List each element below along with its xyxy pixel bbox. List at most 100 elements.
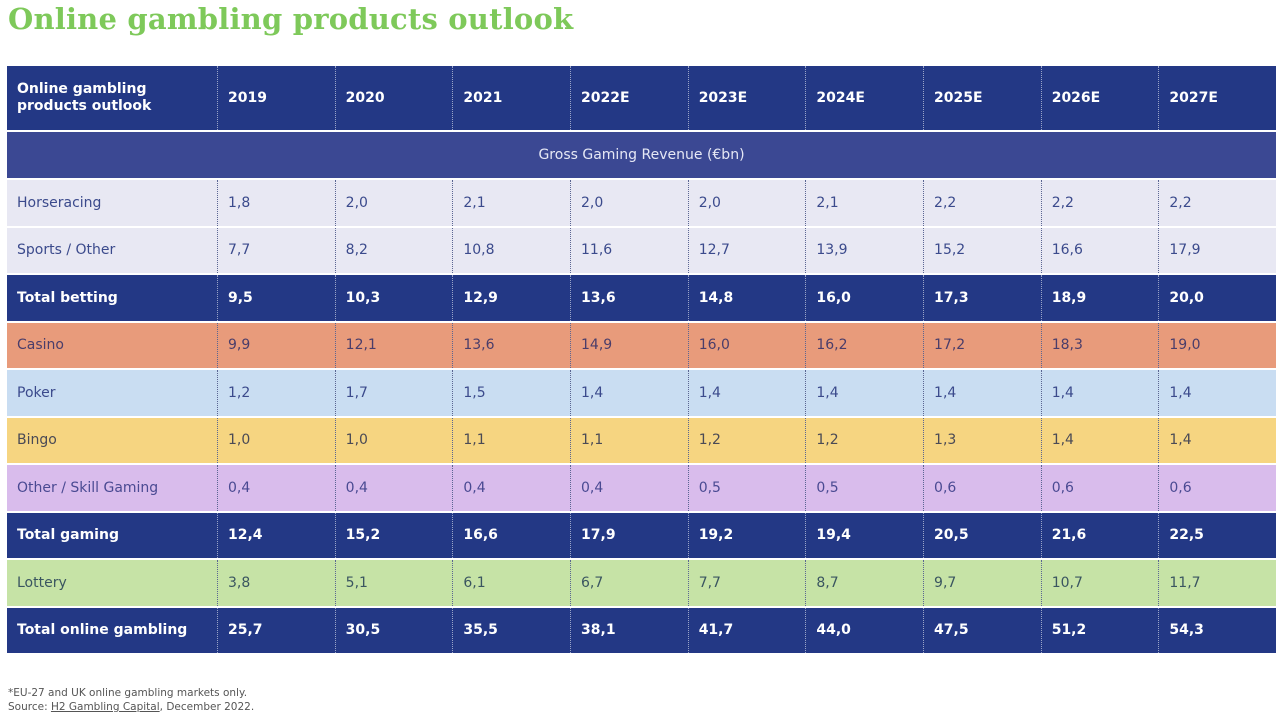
value-cell: 0,4 [570, 465, 688, 511]
value-cell: 17,9 [1158, 227, 1276, 273]
value-cell: 18,3 [1040, 322, 1159, 368]
value-cell: 0,5 [805, 465, 923, 511]
value-cell: 8,7 [805, 560, 923, 606]
table-row: Total online gambling 25,7 30,5 35,5 38,1 41,… [7, 607, 1276, 655]
value-cell: 12,7 [687, 227, 806, 273]
value-cell: 5,1 [334, 560, 453, 606]
header-label: Online gambling products outlook [17, 81, 152, 114]
value-cell: 0,5 [687, 465, 806, 511]
value-cell: 9,5 [217, 275, 335, 321]
value-cell: 20,0 [1158, 275, 1276, 321]
value-cell: 12,1 [334, 322, 453, 368]
value-cell: 19,2 [687, 512, 806, 558]
footnote-scope: *EU-27 and UK online gambling markets on… [8, 687, 248, 699]
row-label: Total online gambling [17, 622, 188, 639]
value-cell: 10,3 [334, 275, 453, 321]
value-cell: 2,2 [923, 180, 1041, 226]
value-cell: 22,5 [1158, 512, 1276, 558]
column-header: 2026E [1040, 66, 1159, 130]
value-cell: 1,4 [1158, 417, 1276, 463]
table-row: Horseracing 1,8 2,0 2,1 2,0 2,0 2,1 2,2 2,2 2,2 [7, 180, 1276, 228]
table-row: Total betting 9,5 10,3 12,9 13,6 14,8 16,0 17,3… [7, 275, 1276, 323]
value-cell: 18,9 [1040, 275, 1159, 321]
value-cell: 2,2 [1040, 180, 1159, 226]
value-cell: 16,6 [1040, 227, 1159, 273]
source-prefix: Source: [8, 701, 51, 713]
value-cell: 6,1 [452, 560, 570, 606]
value-cell: 21,6 [1040, 512, 1159, 558]
value-cell: 16,0 [805, 275, 923, 321]
value-cell: 14,8 [687, 275, 806, 321]
value-cell: 0,6 [1040, 465, 1159, 511]
value-cell: 0,6 [1158, 465, 1276, 511]
value-cell: 17,9 [570, 512, 688, 558]
value-cell: 19,4 [805, 512, 923, 558]
table-row: Bingo 1,0 1,0 1,1 1,1 1,2 1,2 1,3 1,4 1,4 [7, 417, 1276, 465]
value-cell: 15,2 [923, 227, 1041, 273]
value-cell: 10,8 [452, 227, 570, 273]
table-row: Lottery 3,8 5,1 6,1 6,7 7,7 8,7 9,7 10,7 11,7 [7, 560, 1276, 608]
value-cell: 12,9 [452, 275, 570, 321]
column-header: 2020 [334, 66, 453, 130]
value-cell: 2,1 [805, 180, 923, 226]
value-cell: 2,2 [1158, 180, 1276, 226]
value-cell: 2,0 [687, 180, 806, 226]
row-label: Horseracing [17, 194, 102, 211]
value-cell: 10,7 [1040, 560, 1159, 606]
value-cell: 13,6 [570, 275, 688, 321]
value-cell: 16,6 [452, 512, 570, 558]
value-cell: 19,0 [1158, 322, 1276, 368]
value-cell: 0,4 [334, 465, 453, 511]
row-label: Bingo [17, 432, 57, 449]
column-header: 2023E [687, 66, 806, 130]
value-cell: 9,9 [217, 322, 335, 368]
value-cell: 1,1 [570, 417, 688, 463]
value-cell: 1,7 [334, 370, 453, 416]
value-cell: 20,5 [923, 512, 1041, 558]
value-cell: 1,4 [1040, 417, 1159, 463]
value-cell: 25,7 [217, 607, 335, 653]
value-cell: 1,5 [452, 370, 570, 416]
table-row: Sports / Other 7,7 8,2 10,8 11,6 12,7 13,9 15,2… [7, 227, 1276, 275]
value-cell: 15,2 [334, 512, 453, 558]
value-cell: 17,3 [923, 275, 1041, 321]
value-cell: 12,4 [217, 512, 335, 558]
value-cell: 1,4 [805, 370, 923, 416]
column-header: 2021 [452, 66, 570, 130]
value-cell: 9,7 [923, 560, 1041, 606]
value-cell: 7,7 [687, 560, 806, 606]
column-header: 2019 [217, 66, 335, 130]
value-cell: 1,0 [334, 417, 453, 463]
value-cell: 11,7 [1158, 560, 1276, 606]
row-label: Casino [17, 337, 64, 354]
value-cell: 2,1 [452, 180, 570, 226]
value-cell: 1,0 [217, 417, 335, 463]
value-cell: 0,4 [217, 465, 335, 511]
value-cell: 2,0 [334, 180, 453, 226]
value-cell: 44,0 [805, 607, 923, 653]
value-cell: 1,2 [805, 417, 923, 463]
value-cell: 3,8 [217, 560, 335, 606]
value-cell: 1,4 [570, 370, 688, 416]
value-cell: 7,7 [217, 227, 335, 273]
source-suffix: , December 2022. [159, 701, 255, 713]
value-cell: 17,2 [923, 322, 1041, 368]
value-cell: 51,2 [1040, 607, 1159, 653]
table-row: Casino 9,9 12,1 13,6 14,9 16,0 16,2 17,2 18,3 19,… [7, 322, 1276, 370]
table-body: Horseracing 1,8 2,0 2,1 2,0 2,0 2,1 2,2 2,2 2,2 Sp… [7, 180, 1276, 655]
value-cell: 41,7 [687, 607, 806, 653]
value-cell: 0,4 [452, 465, 570, 511]
value-cell: 54,3 [1158, 607, 1276, 653]
footnote-source: Source: H2 Gambling Capital, December 20… [8, 700, 254, 714]
value-cell: 1,2 [687, 417, 806, 463]
page-title: Online gambling products outlook [8, 2, 574, 36]
value-cell: 13,6 [452, 322, 570, 368]
value-cell: 1,4 [1040, 370, 1159, 416]
table-row: Poker 1,2 1,7 1,5 1,4 1,4 1,4 1,4 1,4 1,4 [7, 370, 1276, 418]
value-cell: 1,3 [923, 417, 1041, 463]
column-header: 2027E [1158, 66, 1276, 130]
value-cell: 16,2 [805, 322, 923, 368]
row-label: Total gaming [17, 527, 119, 544]
source-link[interactable]: H2 Gambling Capital [50, 701, 160, 713]
column-header: 2022E [570, 66, 688, 130]
